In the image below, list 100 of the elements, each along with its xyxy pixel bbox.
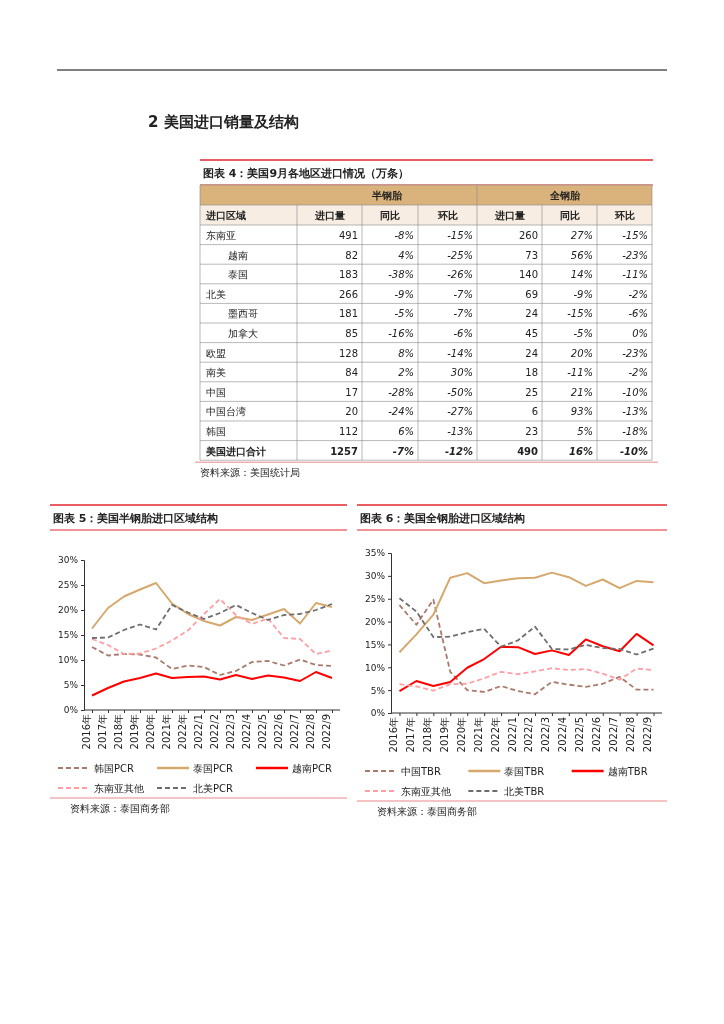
category-label: 中国台湾 xyxy=(206,406,246,418)
x-tick-label: 2022/5 xyxy=(574,717,586,753)
x-tick-label: 2022/4 xyxy=(557,717,569,753)
text: -18% xyxy=(622,426,648,437)
y-tick-label: 10% xyxy=(364,662,386,673)
text: -15% xyxy=(567,308,593,320)
x-tick-label: 2022/6 xyxy=(591,717,603,753)
text: 0% xyxy=(632,328,648,339)
line-series xyxy=(91,582,333,630)
y-tick-label: 35% xyxy=(364,548,386,559)
legend-label: 东南亚其他 xyxy=(94,783,144,794)
line-series xyxy=(398,571,655,654)
text: 24 xyxy=(525,308,538,320)
text: -16% xyxy=(388,328,414,339)
category-label: 进口量 xyxy=(313,210,345,221)
category-label: 越南 xyxy=(228,249,248,261)
text: 14% xyxy=(570,269,593,281)
category-label: 墨西哥 xyxy=(228,308,258,320)
text: 2 美国进口销量及结构 xyxy=(148,113,299,131)
x-tick-label: 2019年 xyxy=(438,717,450,753)
text: 128 xyxy=(338,347,358,359)
text: -28% xyxy=(388,386,414,398)
text: -25% xyxy=(447,249,473,261)
text: -10% xyxy=(622,386,648,398)
x-tick-label: 2022/1 xyxy=(506,717,518,753)
line-series xyxy=(398,632,655,693)
text: 5% xyxy=(577,426,593,437)
text: 140 xyxy=(518,269,538,281)
text: -6% xyxy=(628,308,648,320)
legend-label: 越南TBR xyxy=(607,766,648,777)
text: -23% xyxy=(622,347,648,359)
x-tick-label: 2022年 xyxy=(489,717,501,753)
legend-label: 北美PCR xyxy=(193,783,234,794)
text: 图表 4：美国9月各地区进口情况（万条） xyxy=(203,167,410,180)
category-label: 美国进口合计 xyxy=(206,445,266,457)
y-tick-label: 0% xyxy=(370,708,386,719)
x-tick-label: 2019年 xyxy=(128,714,140,750)
text: -11% xyxy=(567,367,593,379)
text: 2% xyxy=(398,367,414,379)
text: -7% xyxy=(453,308,473,320)
x-tick-label: 2022/7 xyxy=(608,717,620,753)
text: 112 xyxy=(338,426,358,437)
x-tick-label: 2017年 xyxy=(404,717,416,753)
y-tick-label: 20% xyxy=(57,605,79,616)
category-label: 泰国 xyxy=(228,269,248,281)
text: 资料来源：美国统计局 xyxy=(200,467,300,479)
text: 4% xyxy=(398,249,414,261)
x-tick-label: 2016年 xyxy=(387,717,399,753)
x-tick-label: 2022/2 xyxy=(208,714,220,750)
text: -12% xyxy=(444,445,473,457)
text: 进口区域 xyxy=(205,210,246,221)
x-tick-label: 2022/9 xyxy=(320,714,332,750)
x-tick-label: 2022/2 xyxy=(523,717,535,753)
text: -11% xyxy=(622,269,648,281)
text: 1257 xyxy=(330,445,358,457)
text: -9% xyxy=(573,288,593,300)
text: 260 xyxy=(518,230,538,241)
y-tick-label: 5% xyxy=(63,680,79,691)
text: 266 xyxy=(338,288,358,300)
category-label: 中国 xyxy=(206,386,226,398)
category-label: 东南亚 xyxy=(206,230,236,241)
chart-title: 图表 5：美国半钢胎进口区域结构 xyxy=(53,512,219,525)
y-tick-label: 10% xyxy=(57,655,79,666)
text: 27% xyxy=(570,230,593,241)
text: -15% xyxy=(622,230,648,241)
text: 8% xyxy=(398,347,414,359)
line-series xyxy=(91,671,333,697)
text: -9% xyxy=(394,288,414,300)
text: -14% xyxy=(447,347,473,359)
category-label: 环比 xyxy=(436,210,458,221)
x-tick-label: 2022年 xyxy=(176,714,188,750)
category-label: 韩国 xyxy=(206,426,226,437)
category-label: 环比 xyxy=(613,210,635,221)
y-tick-label: 25% xyxy=(57,580,79,591)
x-tick-label: 2022/4 xyxy=(240,714,252,750)
text: 资料来源：泰国商务部 xyxy=(70,803,170,814)
x-tick-label: 2022/1 xyxy=(192,714,204,750)
y-tick-label: 0% xyxy=(63,705,79,716)
text: -5% xyxy=(394,308,414,320)
y-tick-label: 5% xyxy=(370,685,386,696)
text: 6% xyxy=(398,426,414,437)
x-tick-label: 2022/8 xyxy=(625,717,637,753)
category-label: 同比 xyxy=(380,210,400,221)
y-tick-label: 30% xyxy=(57,555,79,566)
text: 20% xyxy=(570,347,593,359)
legend-label: 泰国TBR xyxy=(504,766,545,777)
line-series xyxy=(398,598,655,696)
legend-label: 泰国PCR xyxy=(193,763,234,774)
text: 半钢胎 xyxy=(371,190,403,201)
x-tick-label: 2022/6 xyxy=(272,714,284,750)
y-tick-label: 20% xyxy=(364,616,386,627)
legend-label: 中国TBR xyxy=(401,766,441,777)
x-tick-label: 2021年 xyxy=(160,714,172,750)
x-tick-label: 2020年 xyxy=(455,717,467,753)
text: -24% xyxy=(388,406,414,418)
text: 23 xyxy=(525,426,538,437)
text: 93% xyxy=(570,406,593,418)
line-series xyxy=(398,597,655,656)
line-series xyxy=(91,603,333,639)
category-label: 南美 xyxy=(206,367,226,379)
